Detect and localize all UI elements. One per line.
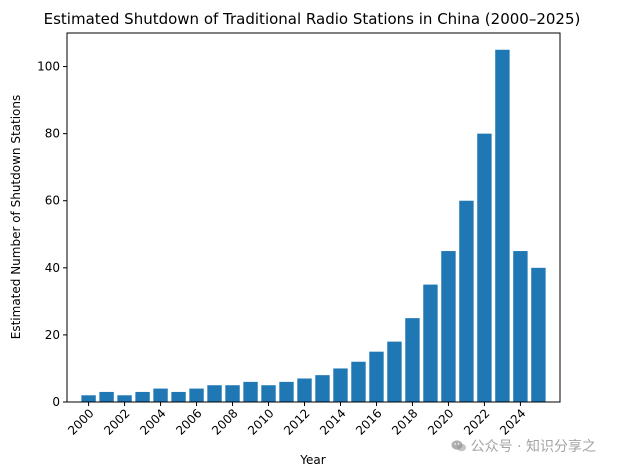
bar-2012 (297, 378, 312, 402)
bar-2004 (153, 388, 168, 402)
x-tick-label-2006: 2006 (173, 406, 204, 437)
bar-2019 (423, 284, 438, 402)
y-axis-ticks: 0 20 40 60 80 100 (37, 60, 67, 409)
bar-2013 (315, 375, 330, 402)
bar-2016 (369, 351, 384, 402)
bar-2015 (351, 361, 366, 402)
y-tick-label-40: 40 (45, 261, 60, 275)
bar-2007 (207, 385, 222, 402)
watermark-text: 公众号 · 知识分享之 (470, 439, 596, 455)
bar-2001 (99, 391, 114, 402)
bar-2005 (171, 391, 186, 402)
x-tick-label-2014: 2014 (317, 406, 348, 437)
bar-2003 (135, 391, 150, 402)
bar-2020 (441, 251, 456, 402)
x-tick-label-2004: 2004 (137, 406, 168, 437)
bar-2025 (531, 267, 546, 402)
x-tick-label-2018: 2018 (389, 406, 420, 437)
x-tick-label-2010: 2010 (245, 406, 276, 437)
x-axis-ticks: 2000 2002 2004 2006 2008 2010 2012 2014 2016 2018… (65, 402, 529, 438)
y-tick-label-80: 80 (45, 127, 60, 141)
bar-2022 (477, 133, 492, 402)
plot-frame (66, 32, 561, 403)
bar-2009 (243, 381, 258, 402)
bar-2000 (81, 395, 96, 402)
y-tick-label-20: 20 (45, 328, 60, 342)
bar-2010 (261, 385, 276, 402)
bar-2014 (333, 368, 348, 402)
watermark: 公众号 · 知识分享之 (451, 436, 596, 456)
bar-2006 (189, 388, 204, 402)
y-tick-label-100: 100 (37, 60, 60, 74)
bar-2008 (225, 385, 240, 402)
y-tick-label-0: 0 (52, 395, 60, 409)
x-axis-label: Year (299, 453, 325, 467)
chart-title: Estimated Shutdown of Traditional Radio … (44, 10, 581, 28)
bar-2023 (495, 49, 510, 403)
bar-2024 (513, 251, 528, 402)
x-tick-label-2022: 2022 (461, 406, 492, 437)
x-tick-label-2024: 2024 (497, 406, 528, 437)
x-tick-label-2020: 2020 (425, 406, 456, 437)
x-tick-label-2000: 2000 (65, 406, 96, 437)
bars (81, 49, 546, 403)
wechat-icon (451, 440, 466, 452)
x-tick-label-2016: 2016 (353, 406, 384, 437)
y-axis-label: Estimated Number of Shutdown Stations (9, 95, 23, 339)
x-tick-label-2002: 2002 (101, 406, 132, 437)
bar-2017 (387, 341, 402, 402)
x-tick-label-2008: 2008 (209, 406, 240, 437)
x-tick-label-2012: 2012 (281, 406, 312, 437)
bar-2011 (279, 381, 294, 402)
bar-2018 (405, 318, 420, 402)
bar-2002 (117, 395, 132, 402)
y-tick-label-60: 60 (45, 194, 60, 208)
bar-2021 (459, 200, 474, 402)
